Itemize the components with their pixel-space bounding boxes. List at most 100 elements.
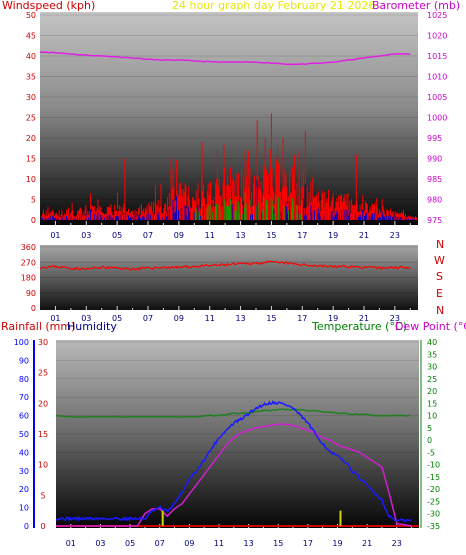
x-tick-label: 03 (81, 314, 91, 323)
dewpoint-axis-title: Dew Point (°C) (395, 320, 466, 333)
barometer-y-tick-label: 1010 (427, 73, 447, 82)
temperature-y-tick-label: 20 (427, 387, 437, 396)
x-tick-label: 07 (143, 231, 153, 240)
x-tick-label: 11 (205, 231, 215, 240)
rainfall-y-tick-label: 0 (40, 522, 45, 531)
temperature-y-tick-label: 10 (427, 412, 437, 421)
x-tick-label: 19 (328, 314, 338, 323)
wind-direction-line (39, 260, 411, 271)
humidity-y-tick-label: 10 (19, 504, 29, 513)
humidity-y-tick-label: 90 (19, 356, 29, 365)
humidity-y-tick-label: 40 (19, 448, 29, 457)
wind-y-tick-label: 50 (26, 11, 36, 20)
x-tick-label: 11 (214, 539, 224, 548)
wind-y-tick-label: 20 (26, 134, 36, 143)
direction-y-tick-label: 0 (31, 304, 36, 313)
barometer-y-tick-label: 1015 (427, 52, 447, 61)
x-tick-label: 05 (112, 231, 122, 240)
x-tick-label: 03 (81, 231, 91, 240)
compass-label-s: S (436, 270, 443, 283)
humidity-line (55, 400, 412, 523)
direction-y-tick-label: 90 (26, 289, 36, 298)
compass-label-n-bottom: N (436, 304, 444, 317)
barometer-y-tick-label: 995 (427, 134, 442, 143)
humidity-y-tick-label: 60 (19, 412, 29, 421)
x-tick-label: 15 (266, 314, 276, 323)
barometer-y-tick-label: 1020 (427, 32, 447, 41)
x-tick-label: 13 (235, 231, 245, 240)
wind-y-tick-label: 35 (26, 73, 36, 82)
temperature-y-tick-label: -5 (427, 448, 435, 457)
wind-y-tick-label: 5 (31, 196, 36, 205)
barometer-y-tick-label: 1025 (427, 11, 447, 20)
humidity-axis-title: Humidity (67, 320, 117, 333)
x-tick-label: 17 (297, 314, 307, 323)
rainfall-y-tick-label: 20 (38, 399, 48, 408)
direction-y-tick-label: 270 (21, 258, 36, 267)
rainfall-y-tick-label: 25 (38, 369, 48, 378)
wind-y-tick-label: 15 (26, 155, 36, 164)
rainfall-y-tick-label: 5 (40, 491, 45, 500)
x-tick-label: 23 (390, 314, 400, 323)
barometer-y-tick-label: 1000 (427, 114, 447, 123)
x-tick-label: 09 (174, 231, 184, 240)
x-tick-label: 01 (66, 539, 76, 548)
temperature-y-tick-label: 15 (427, 399, 437, 408)
barometer-line (39, 51, 411, 66)
wind-y-tick-label: 25 (26, 114, 36, 123)
direction-y-tick-label: 180 (21, 274, 36, 283)
x-tick-label: 15 (266, 231, 276, 240)
humidity-y-tick-label: 0 (24, 522, 29, 531)
rainfall-y-tick-label: 10 (38, 461, 48, 470)
x-tick-label: 05 (112, 314, 122, 323)
barometer-y-tick-label: 975 (427, 216, 442, 225)
x-tick-label: 19 (332, 539, 342, 548)
wind-y-tick-label: 30 (26, 93, 36, 102)
x-tick-label: 17 (297, 231, 307, 240)
temperature-y-tick-label: -35 (427, 522, 440, 531)
x-tick-label: 05 (125, 539, 135, 548)
temperature-y-tick-label: 35 (427, 350, 437, 359)
humidity-y-tick-label: 100 (14, 338, 29, 347)
temp-panel-bg (56, 340, 419, 528)
temperature-y-tick-label: 5 (427, 424, 432, 433)
temperature-y-tick-label: -10 (427, 461, 440, 470)
x-tick-label: 21 (362, 539, 372, 548)
temperature-axis-title: Temperature (°C) (311, 320, 407, 333)
temperature-y-tick-label: -25 (427, 497, 440, 506)
rainfall-y-tick-label: 15 (38, 430, 48, 439)
compass-label-n-top: N (436, 238, 444, 251)
x-tick-label: 01 (50, 231, 60, 240)
wind-y-tick-label: 10 (26, 175, 36, 184)
marks-layer (39, 51, 417, 527)
temperature-y-tick-label: -15 (427, 473, 440, 482)
barometer-y-tick-label: 1005 (427, 93, 447, 102)
x-tick-label: 07 (155, 539, 165, 548)
x-tick-label: 09 (174, 314, 184, 323)
rainfall-y-tick-label: 30 (38, 338, 48, 347)
x-tick-label: 03 (95, 539, 105, 548)
compass-label-e: E (436, 287, 443, 300)
temperature-y-tick-label: 30 (427, 363, 437, 372)
direction-y-tick-label: 360 (21, 243, 36, 252)
direction-panel-bg (40, 245, 418, 310)
wind-y-tick-label: 45 (26, 32, 36, 41)
temperature-y-tick-label: 0 (427, 436, 432, 445)
temperature-y-tick-label: 25 (427, 375, 437, 384)
barometer-axis-title: Barometer (mb) (372, 0, 460, 12)
temperature-line (55, 408, 411, 419)
x-tick-label: 07 (143, 314, 153, 323)
x-tick-label: 21 (359, 231, 369, 240)
x-tick-label: 01 (50, 314, 60, 323)
x-tick-label: 13 (244, 539, 254, 548)
x-tick-label: 13 (235, 314, 245, 323)
temperature-y-tick-label: -30 (427, 510, 440, 519)
temperature-y-tick-label: 40 (427, 338, 437, 347)
wind-y-tick-label: 40 (26, 52, 36, 61)
temperature-y-tick-label: -20 (427, 485, 440, 494)
windspeed-axis-title: Windspeed (kph) (2, 0, 95, 12)
barometer-y-tick-label: 985 (427, 175, 442, 184)
rainfall-axis-title: Rainfall (mm) (1, 320, 75, 333)
x-tick-label: 23 (390, 231, 400, 240)
